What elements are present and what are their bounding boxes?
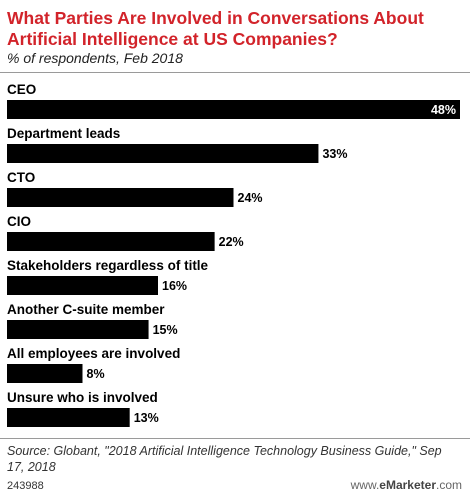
value-label: 15%: [153, 323, 178, 337]
bar-row: CTO 24%: [7, 170, 263, 207]
bar-row: Unsure who is involved 13%: [7, 390, 159, 427]
bar: [7, 320, 149, 339]
bar-row: Another C-suite member 15%: [7, 302, 178, 339]
category-label: Department leads: [7, 126, 120, 141]
category-label: CTO: [7, 170, 35, 185]
value-label: 16%: [162, 279, 187, 293]
bottom-divider: [0, 438, 470, 439]
category-label: CIO: [7, 214, 31, 229]
top-divider: [0, 72, 470, 73]
bar: [7, 144, 319, 163]
category-label: All employees are involved: [7, 346, 180, 361]
bar: [7, 188, 234, 207]
source-note: Source: Globant, "2018 Artificial Intell…: [7, 444, 442, 474]
value-label: 24%: [238, 191, 263, 205]
value-label: 33%: [322, 147, 347, 161]
bar: [7, 408, 130, 427]
value-label: 8%: [87, 367, 105, 381]
chart-id: 243988: [7, 480, 44, 492]
bar: [7, 276, 158, 295]
category-label: CEO: [7, 82, 36, 97]
bar: [7, 364, 83, 383]
value-label: 48%: [431, 103, 456, 117]
category-label: Another C-suite member: [7, 302, 165, 317]
brand-text: www.eMarketer.com: [350, 478, 462, 492]
chart-title: What Parties Are Involved in Conversatio…: [7, 8, 424, 49]
chart-subtitle: % of respondents, Feb 2018: [7, 50, 183, 66]
value-label: 13%: [134, 411, 159, 425]
bar-row: Department leads 33%: [7, 126, 347, 163]
bar-chart: CEO 48% Department leads 33% CTO 24% CIO 22% Sta…: [7, 82, 460, 427]
bar: [7, 232, 215, 251]
bar-row: Stakeholders regardless of title 16%: [7, 258, 209, 295]
bar-row: CIO 22%: [7, 214, 244, 251]
bar: [7, 100, 460, 119]
bar-row: CEO 48%: [7, 82, 460, 119]
category-label: Stakeholders regardless of title: [7, 258, 209, 273]
category-label: Unsure who is involved: [7, 390, 158, 405]
bar-row: All employees are involved 8%: [7, 346, 180, 383]
value-label: 22%: [219, 235, 244, 249]
brand-link[interactable]: www.eMarketer.com: [351, 478, 462, 492]
